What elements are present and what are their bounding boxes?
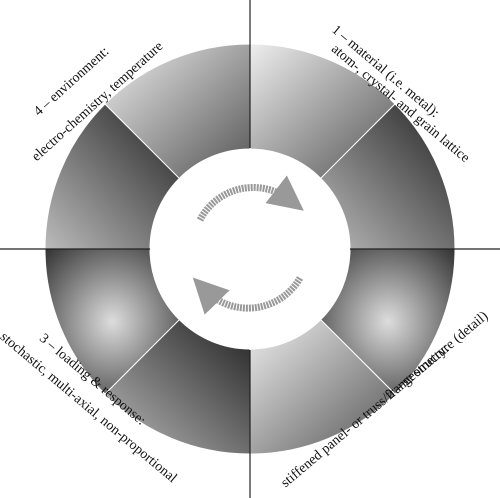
cycle-arrow (196, 175, 304, 222)
photo-ring (44, 43, 456, 455)
cycle-arrow (192, 276, 304, 315)
inner-circle (150, 149, 350, 349)
